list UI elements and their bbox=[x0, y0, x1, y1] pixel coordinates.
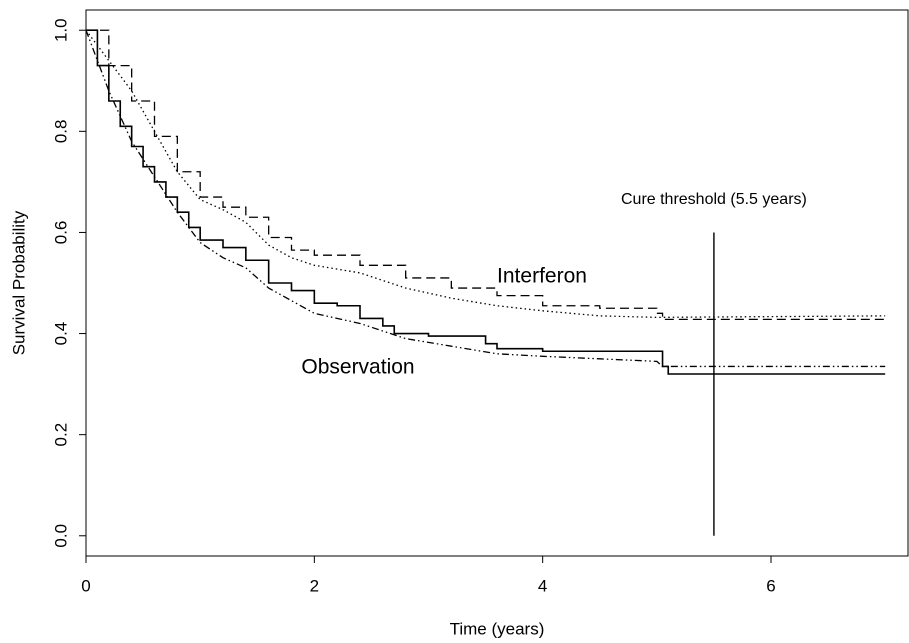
reference-label: Cure threshold (5.5 years) bbox=[621, 191, 807, 208]
x-tick-label: 6 bbox=[766, 576, 775, 595]
survival-curve bbox=[85, 29, 886, 368]
survival-curve bbox=[86, 29, 886, 321]
x-tick-label: 4 bbox=[538, 576, 547, 595]
curve-annotation: Interferon bbox=[497, 265, 587, 288]
x-tick-label: 0 bbox=[81, 576, 90, 595]
y-tick-label: 0.2 bbox=[51, 423, 70, 447]
y-tick-label: 1.0 bbox=[51, 18, 70, 42]
curve-annotation: Observation bbox=[301, 356, 414, 379]
x-axis-label: Time (years) bbox=[450, 619, 545, 638]
survival-curve bbox=[86, 29, 886, 375]
survival-curve bbox=[85, 29, 886, 319]
y-tick-label: 0.4 bbox=[51, 322, 70, 346]
y-tick-label: 0.6 bbox=[51, 221, 70, 245]
y-tick-label: 0.8 bbox=[51, 120, 70, 144]
x-tick-label: 2 bbox=[310, 576, 319, 595]
y-tick-label: 0.0 bbox=[51, 524, 70, 548]
plot-frame bbox=[85, 9, 909, 557]
y-axis-label: Survival Probability bbox=[9, 210, 28, 355]
